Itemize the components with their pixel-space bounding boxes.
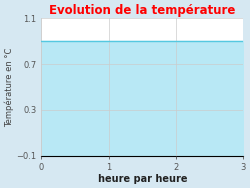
Title: Evolution de la température: Evolution de la température xyxy=(49,4,236,17)
X-axis label: heure par heure: heure par heure xyxy=(98,174,187,184)
Y-axis label: Température en °C: Température en °C xyxy=(4,47,14,127)
